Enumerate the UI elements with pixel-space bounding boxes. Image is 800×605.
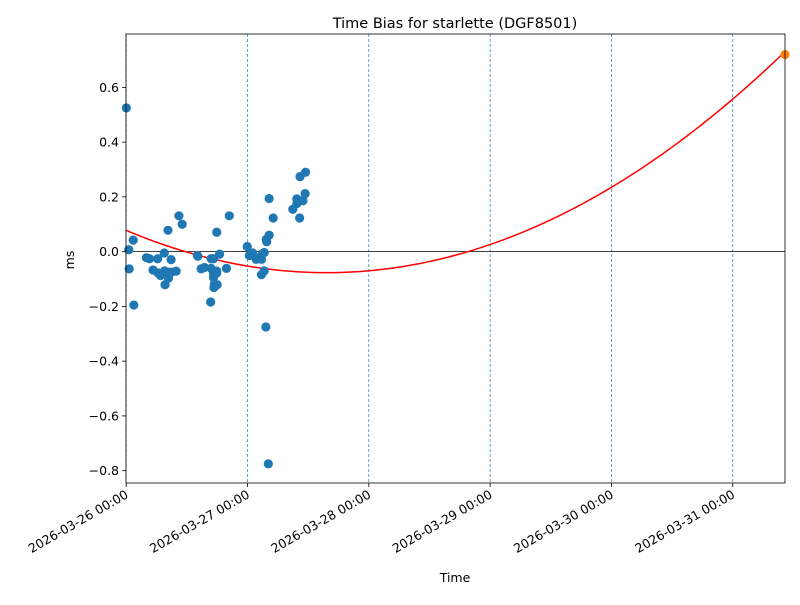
y-tick-label: −0.2: [89, 299, 119, 314]
data-point: [259, 247, 269, 258]
y-tick-label: 0.4: [99, 135, 119, 150]
data-point: [221, 263, 232, 273]
data-point: [298, 196, 308, 206]
data-point: [212, 268, 222, 278]
y-tick-label: −0.6: [89, 408, 119, 423]
y-tick-label: 0.2: [99, 189, 119, 204]
data-point: [300, 167, 311, 177]
data-point: [159, 248, 169, 258]
data-point: [193, 251, 203, 261]
data-point: [153, 254, 163, 264]
data-point: [206, 297, 216, 307]
data-point: [215, 249, 225, 259]
data-point: [212, 280, 222, 290]
data-point: [166, 254, 176, 265]
data-point: [295, 213, 305, 223]
y-tick-label: 0.0: [99, 244, 119, 259]
data-point: [263, 459, 273, 469]
data-point: [224, 211, 234, 221]
data-point: [124, 245, 134, 255]
chart-title: Time Bias for starlette (DGF8501): [332, 16, 578, 32]
data-point: [129, 300, 139, 310]
data-point: [268, 213, 278, 223]
data-point: [300, 189, 310, 199]
y-axis-label: ms: [62, 251, 77, 270]
y-tick-label: −0.8: [89, 463, 119, 478]
y-axis-ticks: −0.8 −0.6 −0.4 −0.2 0.0 0.2 0.4 0.6: [89, 80, 126, 478]
plot-area-frame: [125, 33, 786, 484]
fit-curve: [125, 51, 786, 274]
y-tick-label: −0.4: [89, 354, 119, 369]
data-point: [264, 193, 274, 204]
data-point: [124, 264, 134, 274]
data-point: [171, 266, 181, 276]
x-axis-label: Time: [439, 570, 471, 585]
data-point: [261, 322, 271, 332]
data-point: [144, 254, 155, 264]
y-tick-label: 0.6: [99, 80, 119, 95]
data-point: [177, 219, 187, 229]
data-point: [163, 225, 173, 235]
data-point: [128, 235, 138, 245]
data-point: [259, 266, 269, 276]
data-point: [174, 211, 184, 221]
point-layer: [121, 49, 790, 469]
fit-layer: [125, 51, 786, 274]
data-point: [212, 227, 222, 237]
data-point: [242, 241, 252, 252]
data-point: [264, 230, 274, 240]
